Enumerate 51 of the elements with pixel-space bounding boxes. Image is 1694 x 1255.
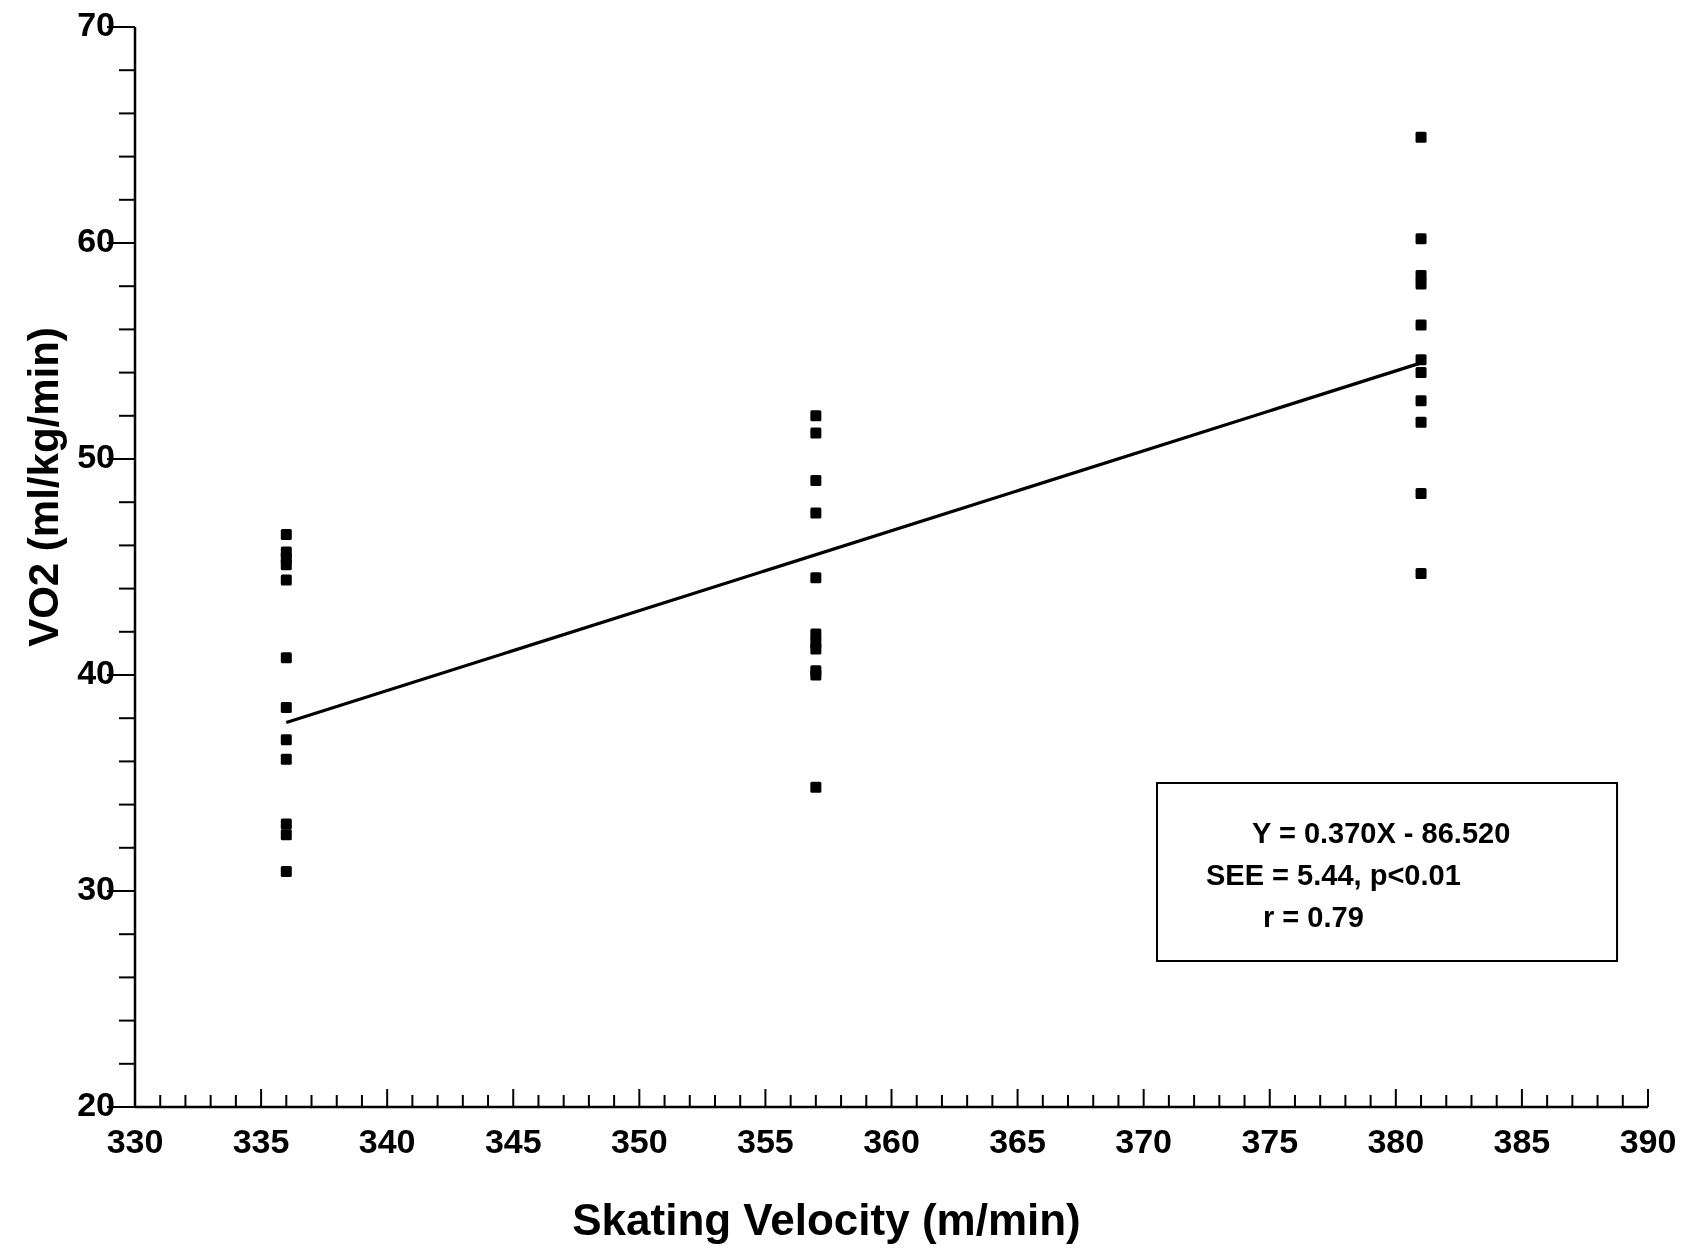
point [1415, 278, 1427, 290]
y-tick-label: 50 [77, 437, 115, 475]
x-tick-label: 355 [737, 1122, 794, 1160]
x-tick-label: 360 [863, 1122, 920, 1160]
point [810, 781, 822, 793]
point [280, 753, 292, 765]
point [1415, 367, 1427, 379]
x-tick-label: 330 [106, 1122, 164, 1160]
x-tick-label: 375 [1241, 1122, 1299, 1160]
point [810, 572, 822, 584]
point [280, 734, 292, 746]
point [280, 652, 292, 664]
y-tick-label: 40 [77, 653, 115, 691]
y-tick-label: 20 [77, 1085, 115, 1123]
x-axis-title: Skating Velocity (m/min) [572, 1195, 1081, 1244]
y-axis-title: VO2 (ml/kg/min) [20, 327, 67, 647]
point [1415, 319, 1427, 331]
x-tick-label: 385 [1493, 1122, 1551, 1160]
point [1415, 233, 1427, 245]
point [1415, 395, 1427, 407]
point [280, 829, 292, 841]
point [1415, 131, 1427, 143]
point [280, 574, 292, 586]
point [810, 410, 822, 422]
point [280, 701, 292, 713]
x-tick-label: 365 [989, 1122, 1046, 1160]
y-tick-label: 60 [77, 221, 115, 259]
x-tick-label: 380 [1367, 1122, 1425, 1160]
point [1415, 488, 1427, 500]
annotation: Y = 0.370X - 86.520 [1252, 817, 1511, 849]
x-tick-label: 345 [484, 1122, 542, 1160]
annotation: r = 0.79 [1263, 901, 1364, 933]
point [810, 475, 822, 487]
x-tick-label: 350 [610, 1122, 668, 1160]
point [810, 427, 822, 439]
point [810, 643, 822, 655]
point [1415, 567, 1427, 579]
x-tick-label: 340 [358, 1122, 416, 1160]
y-tick-label: 70 [77, 5, 115, 43]
x-tick-label: 335 [232, 1122, 290, 1160]
y-tick-label: 30 [77, 869, 115, 907]
point [280, 866, 292, 878]
point [280, 529, 292, 541]
point [280, 559, 292, 571]
x-tick-label: 370 [1115, 1122, 1173, 1160]
x-tick-label: 390 [1619, 1122, 1677, 1160]
point [1415, 416, 1427, 428]
point [810, 669, 822, 681]
annotation: SEE = 5.44, p<0.01 [1206, 859, 1461, 891]
point [810, 507, 822, 519]
point [280, 818, 292, 830]
